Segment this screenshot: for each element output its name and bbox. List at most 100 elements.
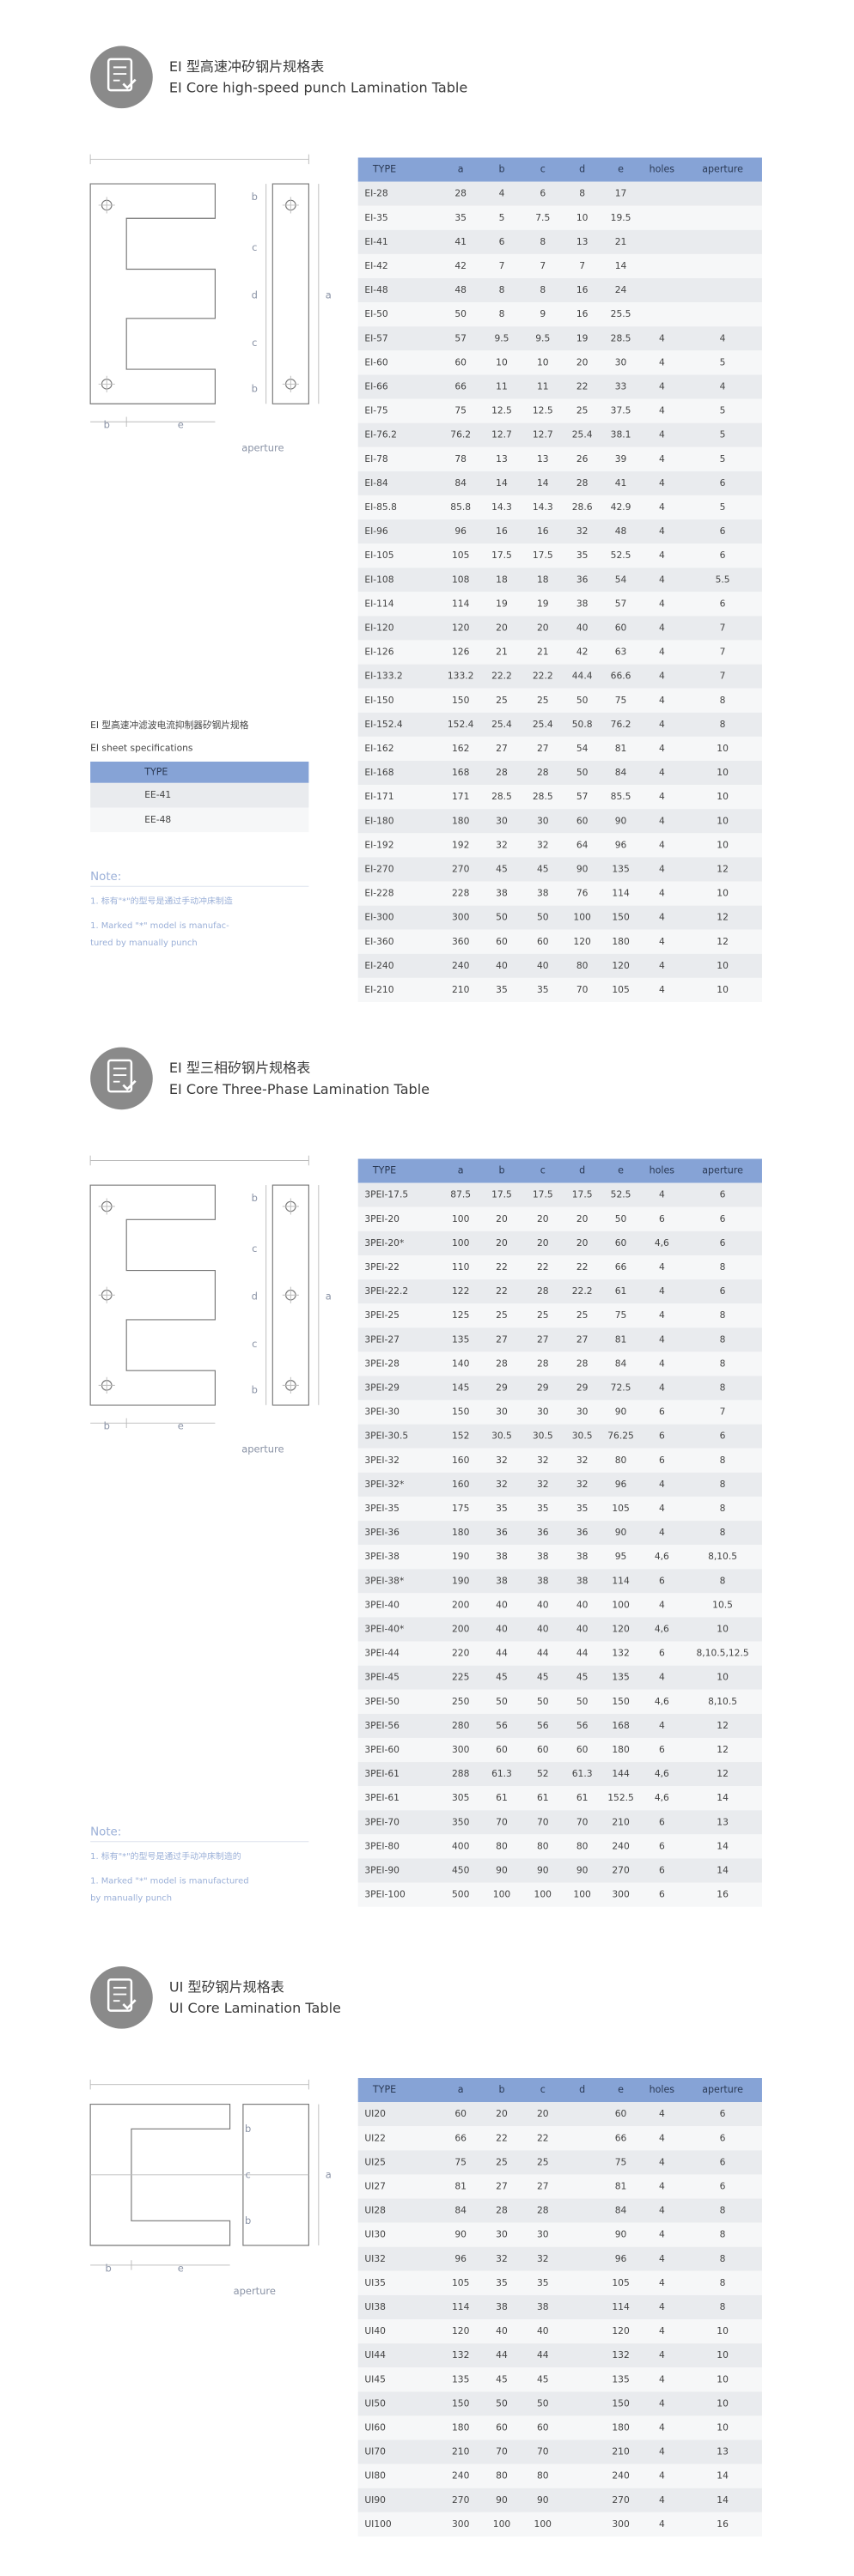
table-cell: 190 [452,1575,470,1586]
table-cell: 40 [576,1624,589,1635]
table-cell: 4 [659,647,665,658]
table-cell: 14 [537,477,549,489]
table-cell: 4 [659,1189,665,1200]
table-row-bg [357,350,762,375]
table-cell: 300 [452,2518,470,2530]
table-row-bg [357,1617,762,1642]
table-cell: 6 [720,1213,726,1224]
table-cell: 25 [576,405,589,416]
table-cell: 200 [452,1599,470,1610]
table-cell: 66.6 [611,671,631,682]
dimension-label: b [252,191,258,203]
table-cell: 14 [717,1865,729,1876]
table-cell: 80 [537,2470,549,2482]
table-cell: 13 [576,236,589,247]
table-cell: 10.5 [712,1599,733,1610]
table-row-bg [357,2319,762,2344]
table-cell: 6 [659,1431,665,1442]
table-cell: 8 [499,284,505,295]
dim-lines [89,154,320,428]
table-cell: 150 [612,1696,630,1707]
table-cell: 96 [454,2253,467,2264]
table-header-cell: holes [650,164,675,175]
table-cell: 30 [496,1406,508,1418]
table-cell: 29 [576,1382,589,1394]
table-cell: 3PEI-38* [364,1575,405,1586]
table-cell: 27 [496,1334,508,1345]
table-cell: 75 [615,2156,627,2167]
title-en: UI Core Lamination Table [169,2000,341,2016]
table-cell: 225 [452,1672,469,1683]
table-cell: 10 [717,791,729,802]
table-cell: 16 [496,526,508,537]
table-cell: 48 [615,526,627,537]
table-cell: 228 [452,888,470,899]
table-row-bg [357,640,762,665]
table-cell: 44 [496,2349,508,2360]
table-row-bg [357,1448,762,1473]
table-row-bg [357,2391,762,2416]
table-cell: 28 [537,1285,549,1297]
table-cell: 8 [720,2205,726,2216]
table-cell: 210 [452,984,470,995]
table-cell: 135 [612,863,629,874]
table-cell: 22 [537,1261,549,1273]
table-row-bg [357,568,762,592]
table-row-bg [357,2102,762,2127]
table-row-bg [357,1569,762,1594]
table-cell: 6 [720,1237,726,1249]
table-cell: 3PEI-40 [364,1599,400,1610]
dimension-label: a [326,2168,332,2180]
table-cell: 240 [452,960,470,971]
table-cell: 32 [496,839,508,850]
table-cell: 75 [454,405,467,416]
table-cell: 4 [659,574,665,585]
table-cell: 45 [576,1672,589,1683]
table-row-bg [357,977,762,1003]
table-cell: EI-108 [364,574,393,585]
table-cell: EI-48 [364,284,388,295]
table-cell: 32 [537,839,549,850]
table-cell: EI-76.2 [364,429,397,440]
table-cell: 70 [576,1816,589,1827]
hole-cross [282,197,299,214]
table-cell: 38 [496,888,508,899]
table-cell: 7 [499,260,505,271]
table-cell: 81 [615,743,627,754]
table-cell: EI-162 [364,743,393,754]
table-cell: 10 [717,2421,729,2433]
table-cell: 100 [493,2518,511,2530]
table-cell: 56 [496,1720,508,1731]
table-cell: 18 [496,574,508,585]
table-cell: 500 [452,1889,470,1900]
table-cell: 4 [659,815,665,826]
table-cell: 28 [496,767,508,778]
dimension-label: d [252,289,258,301]
table-row-bg [357,1810,762,1835]
table-header-cell: e [618,1165,624,1176]
table-cell: 114 [612,888,630,899]
table-cell: 19 [576,332,589,343]
table-header-bg [357,157,762,182]
table-header-cell: holes [650,1165,675,1176]
table-row-bg [357,1496,762,1522]
table-cell: 6 [720,598,726,609]
table-header-cell: d [579,164,585,175]
table-row-bg [357,785,762,810]
table-row-bg [357,253,762,279]
table-row-bg [357,809,762,834]
table-cell: 6 [720,550,726,561]
table-cell: 12 [717,1768,729,1779]
table-cell: 132 [612,1648,629,1659]
table-cell: 4 [659,1479,665,1490]
table-cell: 20 [496,1237,508,1249]
table-cell: UI44 [364,2349,386,2360]
table-cell: 45 [496,2373,508,2385]
table-cell: EI-180 [364,815,393,826]
table-cell: 39 [615,453,627,465]
table-cell: 35 [576,1503,589,1514]
table-cell: 14.3 [491,501,512,513]
table-cell: 4 [659,2373,665,2385]
table-cell: 240 [612,1840,630,1851]
table-cell: 80 [496,1840,508,1851]
